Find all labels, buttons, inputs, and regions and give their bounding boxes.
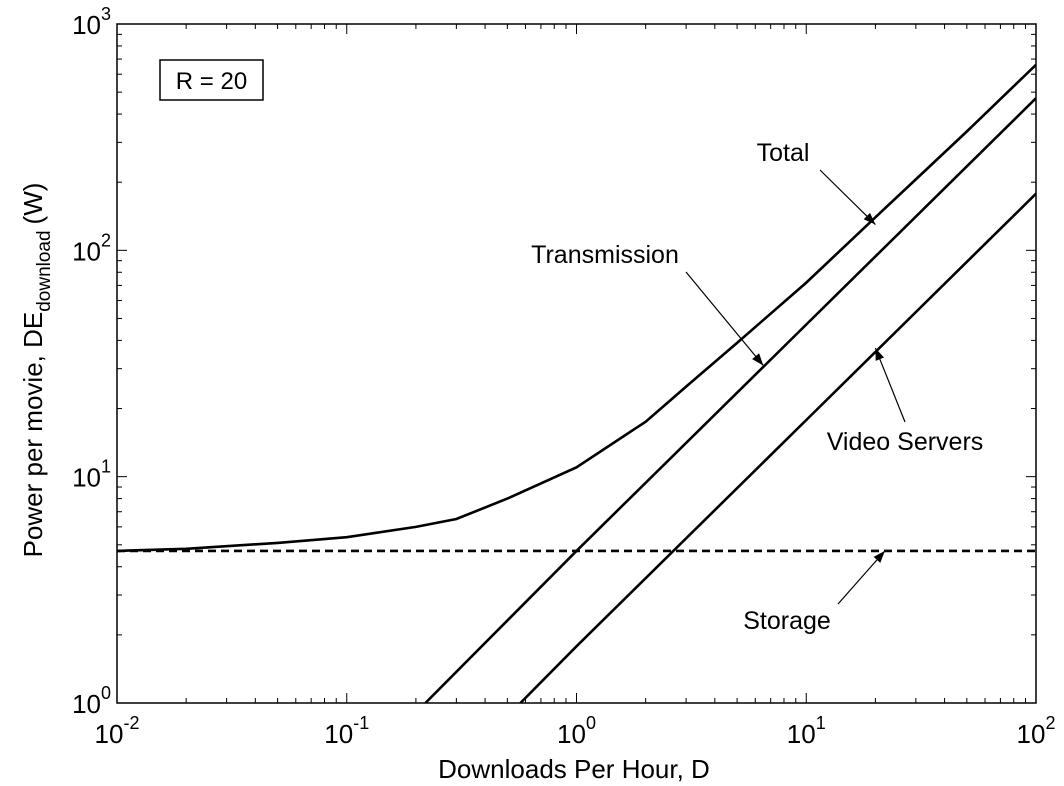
inset-label-box: R = 20 bbox=[159, 59, 264, 101]
annotations: Total Transmission Video Servers Storage bbox=[531, 139, 983, 635]
x-axis-label: Downloads Per Hour, D bbox=[438, 754, 710, 784]
plot-area-frame bbox=[116, 23, 1037, 704]
series-total-line bbox=[117, 63, 1036, 553]
series-video-servers-line bbox=[519, 192, 1036, 703]
annotation-arrowhead bbox=[873, 550, 885, 563]
y-axis-label-subscript: download bbox=[34, 230, 55, 311]
inset-label: R = 20 bbox=[176, 68, 247, 95]
x-tick-label: 10-1 bbox=[324, 713, 369, 749]
annotation-transmission: Transmission bbox=[531, 241, 679, 269]
annotation-arrow-total bbox=[819, 169, 876, 225]
x-tick-label: 10-2 bbox=[95, 713, 140, 749]
annotation-video-servers: Video Servers bbox=[827, 428, 984, 456]
y-tick-label: 101 bbox=[72, 457, 111, 493]
y-axis-label-main: Power per movie, DE bbox=[18, 312, 48, 558]
annotation-storage: Storage bbox=[743, 607, 831, 635]
y-tick-label: 100 bbox=[72, 683, 111, 719]
y-axis-label-unit: (W) bbox=[18, 183, 48, 225]
y-axis-label: Power per movie, DEdownload (W) bbox=[18, 183, 55, 558]
annotation-arrow-video-servers bbox=[874, 347, 906, 423]
annotation-arrowhead bbox=[752, 353, 764, 366]
x-tick-label: 102 bbox=[1017, 713, 1056, 749]
series-lines bbox=[117, 63, 1036, 703]
annotation-arrowhead bbox=[863, 212, 876, 225]
annotation-arrowhead bbox=[875, 348, 884, 361]
annotation-arrow-transmission bbox=[685, 271, 764, 366]
y-tick-labels: 100 101 102 103 bbox=[72, 4, 111, 719]
x-tick-label: 101 bbox=[787, 713, 826, 749]
annotation-total: Total bbox=[757, 139, 810, 167]
x-tick-labels: 10-2 10-1 100 101 102 bbox=[95, 713, 1056, 749]
x-tick-label: 100 bbox=[557, 713, 596, 749]
axis-ticks bbox=[116, 23, 1037, 704]
series-transmission-line bbox=[424, 97, 1036, 703]
y-tick-label: 102 bbox=[72, 230, 111, 266]
y-tick-label: 103 bbox=[72, 4, 111, 40]
